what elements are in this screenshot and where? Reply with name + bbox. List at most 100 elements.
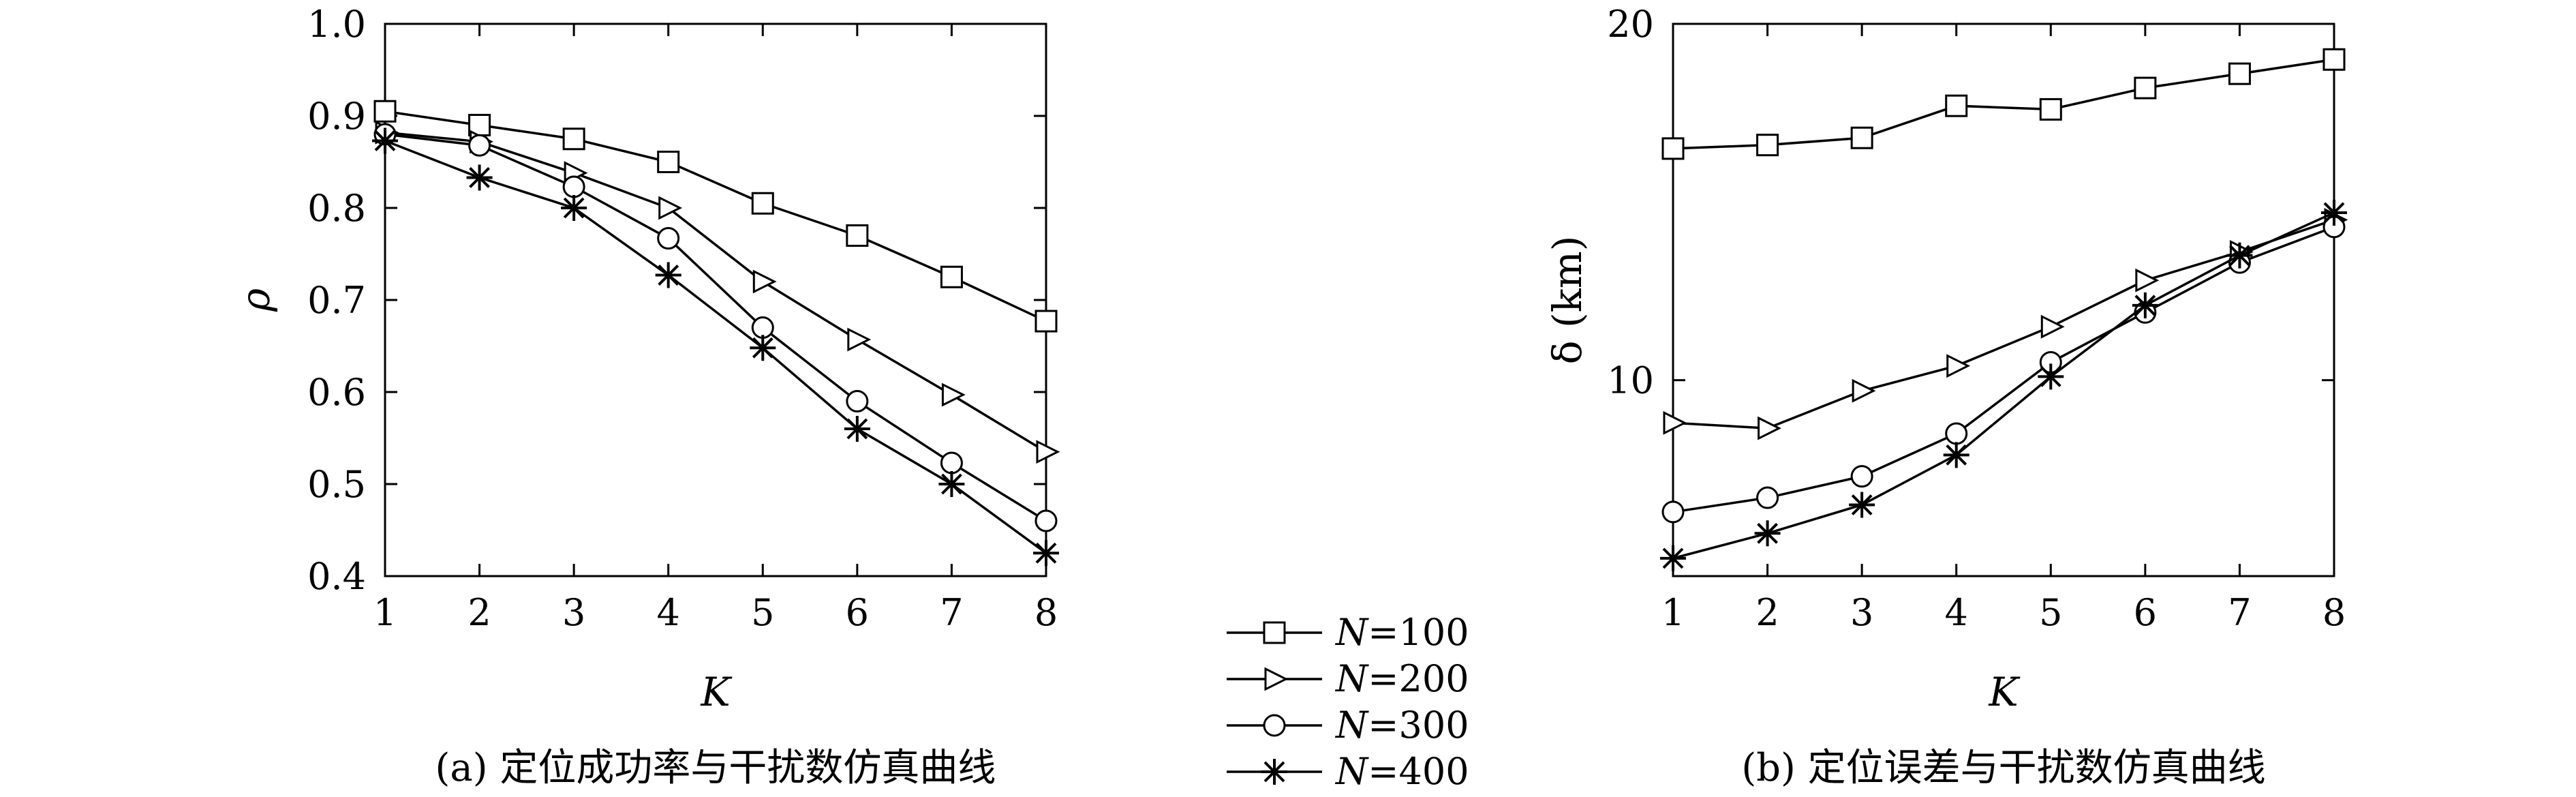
chart-b-data-point-circle-marker bbox=[1850, 465, 1873, 488]
chart-b-data-point bbox=[1661, 500, 1685, 524]
legend-label-value: =200 bbox=[1368, 657, 1469, 700]
chart-a-data-point bbox=[1034, 310, 1058, 333]
chart-b-data-point bbox=[2134, 76, 2157, 100]
chart-b-y-tick-label: 20 bbox=[1607, 3, 1654, 46]
chart-a-x-ticks: 1 2 3 4 5 6 7 8 bbox=[373, 24, 1058, 634]
chart-b-data-point-square-marker bbox=[2322, 48, 2346, 71]
chart-a-data-point-square-marker bbox=[657, 151, 680, 173]
chart-a-data-point-square-marker bbox=[1034, 310, 1058, 333]
chart-b-data-point-star-strokes bbox=[2226, 242, 2253, 269]
chart-b-x-tick-label: 6 bbox=[2134, 591, 2157, 634]
chart-a-y-tick-label: 1.0 bbox=[307, 3, 366, 46]
legend-circle-marker bbox=[1263, 714, 1286, 737]
legend-line-sample bbox=[1227, 759, 1322, 785]
chart-a-data-point-star-strokes bbox=[1033, 540, 1059, 567]
chart-b-data-point-star-marker bbox=[1849, 492, 1875, 518]
chart-a-data-point-star-marker bbox=[844, 416, 870, 442]
chart-b-data-point bbox=[1756, 134, 1779, 157]
chart-a-x-tick-label: 8 bbox=[1034, 591, 1058, 634]
legend-label-italic: N bbox=[1334, 750, 1369, 793]
chart-b-data-point-circle-marker bbox=[1756, 486, 1779, 509]
chart-a-y-ticks: 0.4 0.5 0.6 0.7 0.8 0.9 1.0 bbox=[307, 3, 1046, 598]
chart-a-data-point bbox=[468, 134, 491, 157]
chart-b-y-tick-label: 10 bbox=[1607, 359, 1654, 402]
chart-b-data-point-square-marker bbox=[1850, 126, 1873, 149]
chart-a-data-point-star-strokes bbox=[466, 164, 493, 191]
chart-b-data-point bbox=[2322, 48, 2346, 71]
chart-b-x-tick-label: 1 bbox=[1661, 591, 1685, 634]
chart-b-data-point-square-marker bbox=[1945, 94, 1968, 117]
chart-b-data-point-triangle-marker bbox=[1663, 410, 1687, 435]
chart-a-data-point-star-marker bbox=[750, 335, 776, 361]
chart-a-data-point-star-marker bbox=[938, 471, 965, 497]
chart-b-data-point-square-marker bbox=[1756, 134, 1779, 157]
chart-a-y-tick-label: 0.6 bbox=[307, 371, 366, 414]
chart-a-data-point-star-strokes bbox=[844, 416, 870, 442]
chart-b-x-tick-label: 2 bbox=[1755, 591, 1779, 634]
chart-b-data-point-star-strokes bbox=[1660, 545, 1686, 571]
chart-b-data-point bbox=[1943, 442, 1969, 468]
chart-a-data-point-square-marker bbox=[562, 127, 585, 151]
chart-a-data-point-square-marker bbox=[373, 100, 397, 123]
chart-a-series-line bbox=[384, 110, 1047, 322]
chart-b-data-point bbox=[1850, 126, 1873, 149]
legend-label: N=200 bbox=[1334, 657, 1469, 700]
chart-a-x-tick-label: 6 bbox=[846, 591, 869, 634]
chart-b-data-point bbox=[1756, 486, 1779, 509]
chart-b-caption: (b) 定位误差与干扰数仿真曲线 bbox=[1741, 746, 2265, 790]
chart-a-series bbox=[372, 100, 1060, 567]
chart-a-data-point-star-marker bbox=[372, 127, 398, 154]
legend-label-italic: N bbox=[1334, 611, 1369, 654]
legend-star-marker bbox=[1261, 759, 1287, 785]
chart-b-series-line bbox=[1672, 211, 2335, 560]
legend-label-italic: N bbox=[1334, 657, 1369, 700]
legend-entry: N=400 bbox=[1227, 750, 1469, 793]
chart-a-data-point-triangle-marker bbox=[941, 382, 966, 407]
chart-a-plot-frame bbox=[384, 22, 1047, 577]
chart-a-data-point-star-strokes bbox=[938, 471, 965, 497]
chart-b-data-point bbox=[2039, 97, 2062, 121]
legend-label-value: =300 bbox=[1368, 704, 1469, 747]
chart-a-data-point-star-strokes bbox=[655, 262, 681, 288]
chart-b-data-point-square-marker bbox=[2039, 97, 2062, 121]
chart-a-data-point bbox=[941, 382, 966, 407]
chart-b-data-point bbox=[1945, 422, 1968, 445]
legend-label-italic: N bbox=[1334, 704, 1369, 747]
chart-a-data-point-circle-marker bbox=[940, 451, 963, 475]
chart-b-data-point-star-marker bbox=[2038, 363, 2064, 390]
chart-a-x-tick-label: 5 bbox=[751, 591, 774, 634]
chart-b-data-point-star-marker bbox=[1943, 442, 1969, 468]
chart-a-data-point bbox=[562, 175, 585, 198]
chart-b-data-point bbox=[2321, 199, 2347, 226]
chart-a-y-tick-label: 0.5 bbox=[307, 463, 366, 506]
chart-b-series-line bbox=[1672, 226, 2335, 513]
chart-a-y-axis-title: ρ bbox=[232, 288, 279, 312]
chart-a-data-point-star-strokes bbox=[561, 195, 587, 221]
chart-a-data-point bbox=[750, 335, 776, 361]
chart-b-data-point-star-strokes bbox=[2038, 363, 2064, 390]
chart-a-data-point bbox=[655, 262, 681, 288]
chart-b-x-axis-title: K bbox=[1988, 669, 2021, 715]
chart-a-data-point bbox=[657, 151, 680, 173]
chart-b-data-point-circle-marker bbox=[1661, 500, 1685, 524]
chart-a-data-point bbox=[658, 196, 683, 220]
legend: N=100 N=200 N=300 N=400 bbox=[1227, 611, 1469, 793]
chart-a-data-point-circle-marker bbox=[657, 227, 680, 250]
chart-b-data-point bbox=[2226, 242, 2253, 269]
chart-b-data-point bbox=[1754, 520, 1781, 547]
chart-a-data-point-square-marker bbox=[751, 192, 774, 215]
chart-a-series-line bbox=[384, 133, 1047, 522]
chart-a-series-line bbox=[384, 131, 1047, 453]
chart-a-data-point bbox=[751, 316, 774, 339]
chart-a-data-point-star-marker bbox=[655, 262, 681, 288]
chart-a-data-point-star-strokes bbox=[750, 335, 776, 361]
chart-a-data-point-triangle-marker bbox=[658, 196, 683, 220]
chart-b-data-point-star-marker bbox=[2226, 242, 2253, 269]
chart-a-data-point bbox=[844, 416, 870, 442]
chart-b-data-point bbox=[2040, 314, 2065, 339]
chart-b-data-point bbox=[1660, 545, 1686, 571]
chart-b-x-ticks: 1 2 3 4 5 6 7 8 bbox=[1661, 24, 2346, 634]
chart-a-data-point bbox=[466, 164, 493, 191]
chart-a-data-point-triangle-marker bbox=[1036, 440, 1060, 464]
